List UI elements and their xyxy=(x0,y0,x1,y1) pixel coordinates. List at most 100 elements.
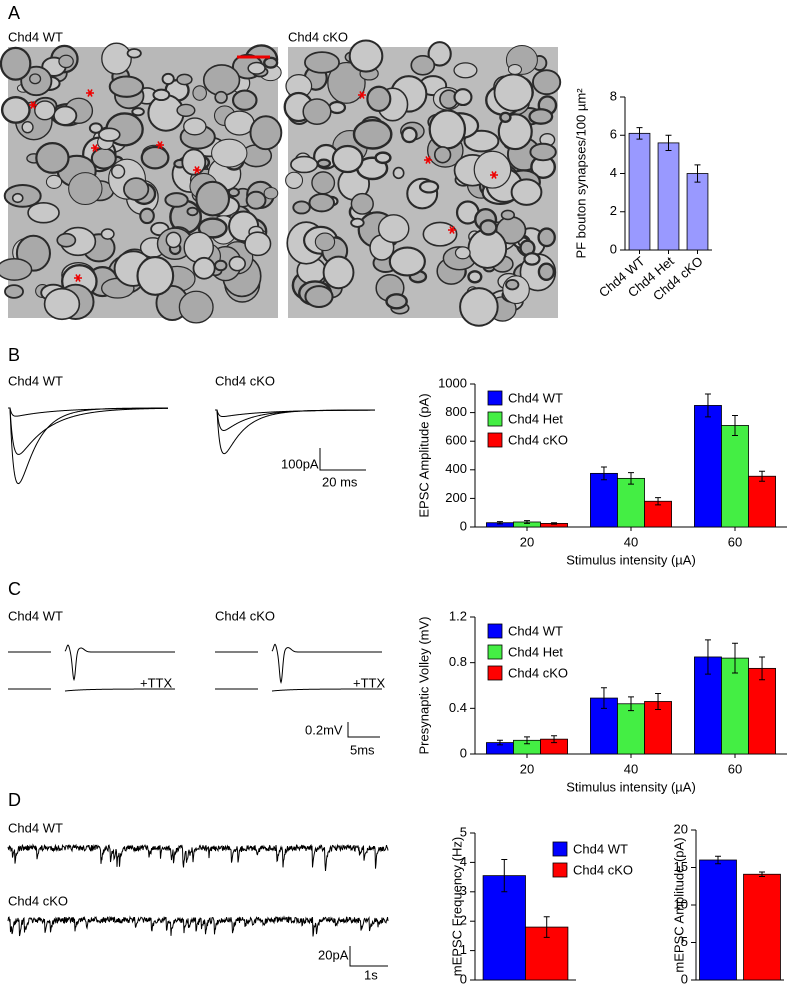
membrane xyxy=(322,255,355,290)
membrane xyxy=(152,88,171,102)
y-axis-label: EPSC Amplitude (pA) xyxy=(416,393,431,517)
asterisk xyxy=(358,91,366,99)
bar xyxy=(748,667,776,755)
membrane xyxy=(183,117,207,136)
error-bar xyxy=(665,134,672,152)
membrane xyxy=(161,72,175,86)
membrane xyxy=(34,100,56,121)
x-axis-label: Stimulus intensity (µA) xyxy=(566,779,696,794)
membrane xyxy=(427,41,452,67)
membrane xyxy=(136,255,175,296)
error-bar xyxy=(600,466,607,481)
membrane xyxy=(244,231,272,257)
membrane xyxy=(202,64,241,97)
membrane xyxy=(433,146,452,164)
image-label: Chd4 WT xyxy=(8,29,63,44)
legend-label: Chd4 WT xyxy=(508,623,563,638)
membrane xyxy=(35,142,70,174)
error-bar xyxy=(636,127,643,140)
membrane xyxy=(308,193,335,213)
trace xyxy=(64,644,175,682)
membrane xyxy=(479,219,498,236)
membrane xyxy=(139,207,155,225)
y-tick-label: 1 xyxy=(460,942,467,957)
error-bar xyxy=(628,696,634,712)
membrane xyxy=(0,46,32,81)
x-tick-label: 60 xyxy=(728,534,742,549)
error-bar xyxy=(655,497,662,506)
y-tick-label: 0 xyxy=(460,745,467,760)
legend-label: Chd4 WT xyxy=(508,390,563,405)
membrane xyxy=(392,166,405,180)
y-tick-label: 20 xyxy=(674,821,688,836)
error-bar xyxy=(655,692,662,710)
error-bar xyxy=(759,470,766,482)
legend-label: Chd4 cKO xyxy=(573,862,633,877)
legend-swatch xyxy=(552,862,568,878)
membrane xyxy=(131,107,145,117)
membrane xyxy=(43,287,81,321)
trace xyxy=(271,643,382,685)
membrane xyxy=(123,177,150,201)
legend-label: Chd4 cKO xyxy=(508,432,568,447)
y-tick-label: 3 xyxy=(460,883,467,898)
bar xyxy=(617,477,645,528)
membrane xyxy=(493,73,534,112)
asterisk xyxy=(86,89,94,97)
membrane xyxy=(374,151,392,165)
membrane xyxy=(327,61,366,104)
bar xyxy=(748,475,776,528)
membrane xyxy=(21,121,34,134)
membrane xyxy=(528,108,554,125)
trace-label: Chd4 cKO xyxy=(8,893,68,908)
y-tick-label: 0 xyxy=(610,241,617,256)
membrane xyxy=(507,63,522,75)
error-bar xyxy=(543,916,550,938)
asterisk xyxy=(193,166,201,174)
membrane xyxy=(0,96,31,124)
scale-label: 100pA xyxy=(281,456,319,471)
trace-label: Chd4 WT xyxy=(8,820,63,835)
membrane xyxy=(111,164,126,179)
membrane xyxy=(58,54,74,69)
membrane xyxy=(377,214,410,244)
membrane xyxy=(290,155,319,174)
trace xyxy=(7,915,389,937)
membrane xyxy=(176,73,193,86)
membrane xyxy=(45,174,63,189)
membrane xyxy=(385,293,408,310)
trace xyxy=(8,407,169,485)
asterisk xyxy=(91,144,99,152)
bar xyxy=(686,173,709,251)
membrane xyxy=(245,190,267,210)
trace xyxy=(215,409,376,431)
y-tick-label: 800 xyxy=(445,404,467,419)
error-bar xyxy=(524,736,530,745)
image-label: Chd4 cKO xyxy=(288,29,348,44)
membrane xyxy=(178,290,214,324)
membrane xyxy=(68,172,103,205)
membrane xyxy=(263,56,279,69)
legend-swatch xyxy=(487,623,503,639)
legend-swatch xyxy=(487,390,503,406)
legend-swatch xyxy=(487,432,503,448)
membrane xyxy=(314,232,336,252)
y-tick-label: 4 xyxy=(460,854,467,869)
membrane xyxy=(500,209,516,221)
y-tick-label: 15 xyxy=(674,859,688,874)
membrane xyxy=(537,262,556,281)
y-axis-label: PF bouton synapses/100 µm² xyxy=(573,88,588,259)
bar xyxy=(743,873,781,981)
panel-label: D xyxy=(8,790,21,810)
scale-bar xyxy=(347,722,380,738)
y-tick-label: 0.8 xyxy=(449,654,467,669)
membrane xyxy=(422,221,458,247)
membrane xyxy=(463,129,500,153)
membrane xyxy=(304,51,340,74)
bar xyxy=(657,142,680,251)
legend-label: Chd4 WT xyxy=(573,841,628,856)
bar xyxy=(721,425,749,528)
membrane xyxy=(192,256,216,280)
legend-label: Chd4 Het xyxy=(508,644,563,659)
